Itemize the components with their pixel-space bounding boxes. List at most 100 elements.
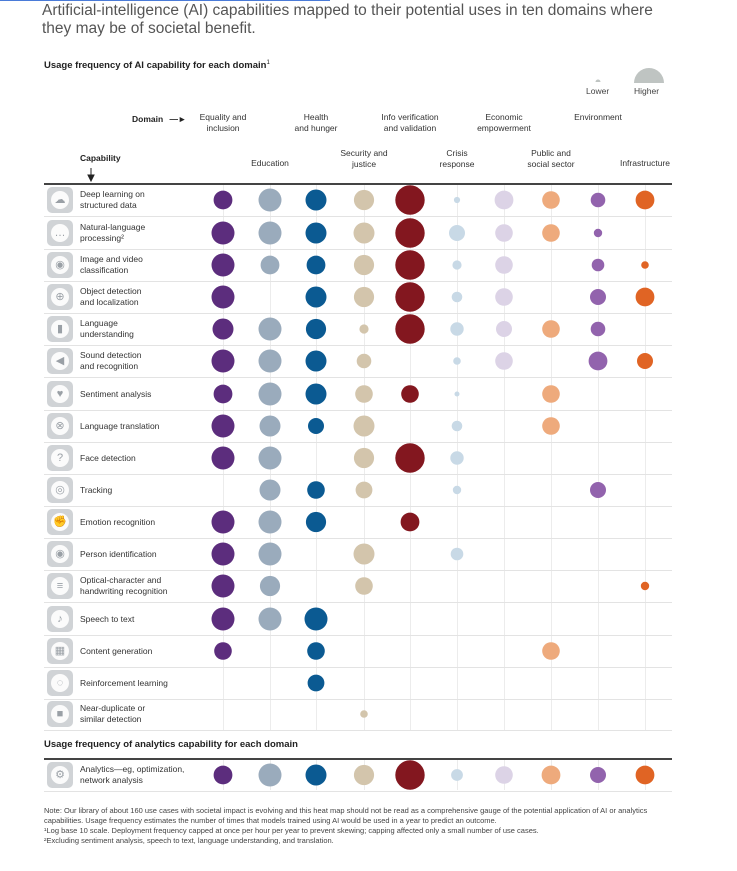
bubble-image-and-video-classification-health-and-hunger [306,255,326,275]
bubble-language-understanding-education [258,317,282,341]
column-gridline [316,184,317,731]
bubble-speech-to-text-health-and-hunger [304,607,328,631]
capability-label-line: network analysis [80,775,143,785]
capability-label-line: Tracking [80,484,113,495]
capability-label-line: processing² [80,233,124,243]
domain-header-line: Education [251,158,289,168]
note-footnote-1: ¹Log base 10 scale. Deployment frequency… [44,826,539,835]
capability-label-object-detection-and-localization: Object detection and localization [80,286,205,308]
heart-icon: ♥ [47,381,73,407]
icon-glyph: ⊗ [51,417,69,435]
bubble-natural-language-processing-environment [593,228,603,238]
capability-label-deep-learning-on-structured-data: Deep learning on structured data [80,189,205,211]
capability-label-line: Deep learning on [80,189,145,199]
bubble-language-understanding-info-verification-and-validation [395,314,425,344]
analytics-usage-heading: Usage frequency of analytics capability … [44,739,298,750]
bubble-analytics-eg-optimization-network-analysis-economic-empowerment [495,766,513,784]
domain-header-line: Info verification [381,112,439,122]
row-divider [44,249,672,250]
analytics-icon: ⚙ [47,762,73,788]
bubble-image-and-video-classification-equality-and-inclusion [211,253,235,277]
capability-label-language-understanding: Language understanding [80,318,205,340]
document-icon: ≡ [47,573,73,599]
bar-graph-icon: ▮ [47,316,73,342]
bubble-analytics-eg-optimization-network-analysis-crisis-response [451,769,463,781]
domain-header-line: Security and [340,148,388,158]
capability-label-line: Person identification [80,548,157,559]
bubble-natural-language-processing-public-and-social-sector [542,224,560,242]
icon-glyph: ■ [51,705,69,723]
capability-label-line: Image and video [80,254,143,264]
row-divider [44,313,672,314]
bubble-language-understanding-public-and-social-sector [542,320,560,338]
domain-header-line: Equality and [199,112,247,122]
capability-label-line: Reinforcement learning [80,677,168,688]
eye-icon: ◉ [47,541,73,567]
bubble-sentiment-analysis-crisis-response [454,391,460,397]
capability-label-line: Natural-language [80,222,146,232]
bubble-sound-detection-and-recognition-environment [588,351,608,371]
bubble-image-and-video-classification-info-verification-and-validation [395,250,425,280]
row-divider [44,216,672,217]
camera-icon: ◉ [47,252,73,278]
bubble-emotion-recognition-education [258,510,282,534]
bubble-object-detection-and-localization-infrastructure [635,287,655,307]
megaphone-icon: ◀ [47,348,73,374]
capability-label-line: and recognition [80,361,139,371]
section-rule [44,758,672,760]
row-divider [44,474,672,475]
bubble-image-and-video-classification-economic-empowerment [495,256,513,274]
bubble-optical-character-and-handwriting-recognition-infrastructure [640,581,650,591]
bubble-language-translation-equality-and-inclusion [211,414,235,438]
bubble-face-detection-education [258,446,282,470]
bubble-deep-learning-on-structured-data-info-verification-and-validation [395,185,425,215]
domain-header-line: social sector [527,159,575,169]
bubble-deep-learning-on-structured-data-health-and-hunger [305,189,327,211]
domain-header-line: Crisis [446,148,468,158]
bubble-object-detection-and-localization-equality-and-inclusion [211,285,235,309]
question-icon: ? [47,445,73,471]
target-icon: ⊕ [47,284,73,310]
bubble-sentiment-analysis-public-and-social-sector [542,385,560,403]
capability-label-line: Content generation [80,645,153,656]
bubble-natural-language-processing-health-and-hunger [305,222,327,244]
bubble-object-detection-and-localization-info-verification-and-validation [395,282,425,312]
bubble-person-identification-crisis-response [450,547,464,561]
bubble-natural-language-processing-crisis-response [449,225,465,241]
column-gridline [504,184,505,731]
row-divider [44,538,672,539]
bubble-language-understanding-equality-and-inclusion [212,318,234,340]
capability-label-line: handwriting recognition [80,586,168,596]
bubble-deep-learning-on-structured-data-economic-empowerment [494,190,514,210]
bubble-language-translation-education [259,415,281,437]
legend-lower-label: Lower [586,86,610,96]
bubble-near-duplicate-or-similar-detection-security-and-justice [360,710,368,718]
bubble-language-translation-crisis-response [451,420,463,432]
row-divider [44,602,672,603]
row-divider [44,667,672,668]
row-divider [44,281,672,282]
icon-glyph: … [51,224,69,242]
icon-glyph: ◉ [51,545,69,563]
bubble-deep-learning-on-structured-data-infrastructure [635,190,655,210]
ai-usage-heading: Usage frequency of AI capability for eac… [44,60,270,71]
capability-label-speech-to-text: Speech to text [80,614,205,625]
tracking-icon: ◎ [47,477,73,503]
icon-glyph: ☁ [51,191,69,209]
bubble-analytics-eg-optimization-network-analysis-public-and-social-sector [541,765,561,785]
domain-header-security-and-justice: Security and justice [309,148,419,170]
domain-axis-label: Domain —► [132,114,186,124]
bubble-content-generation-equality-and-inclusion [214,642,232,660]
bubble-sound-detection-and-recognition-health-and-hunger [305,350,327,372]
bubble-object-detection-and-localization-health-and-hunger [305,286,327,308]
bubble-deep-learning-on-structured-data-security-and-justice [353,189,375,211]
bubble-sound-detection-and-recognition-economic-empowerment [495,352,513,370]
icon-glyph: ◀ [51,352,69,370]
capability-label-line: Language translation [80,420,160,431]
bubble-analytics-eg-optimization-network-analysis-equality-and-inclusion [213,765,233,785]
dotted-circle-icon: ◌ [47,670,73,696]
capability-label-line: structured data [80,200,137,210]
domain-header-equality-and-inclusion: Equality and inclusion [168,112,278,134]
bubble-natural-language-processing-economic-empowerment [495,224,513,242]
